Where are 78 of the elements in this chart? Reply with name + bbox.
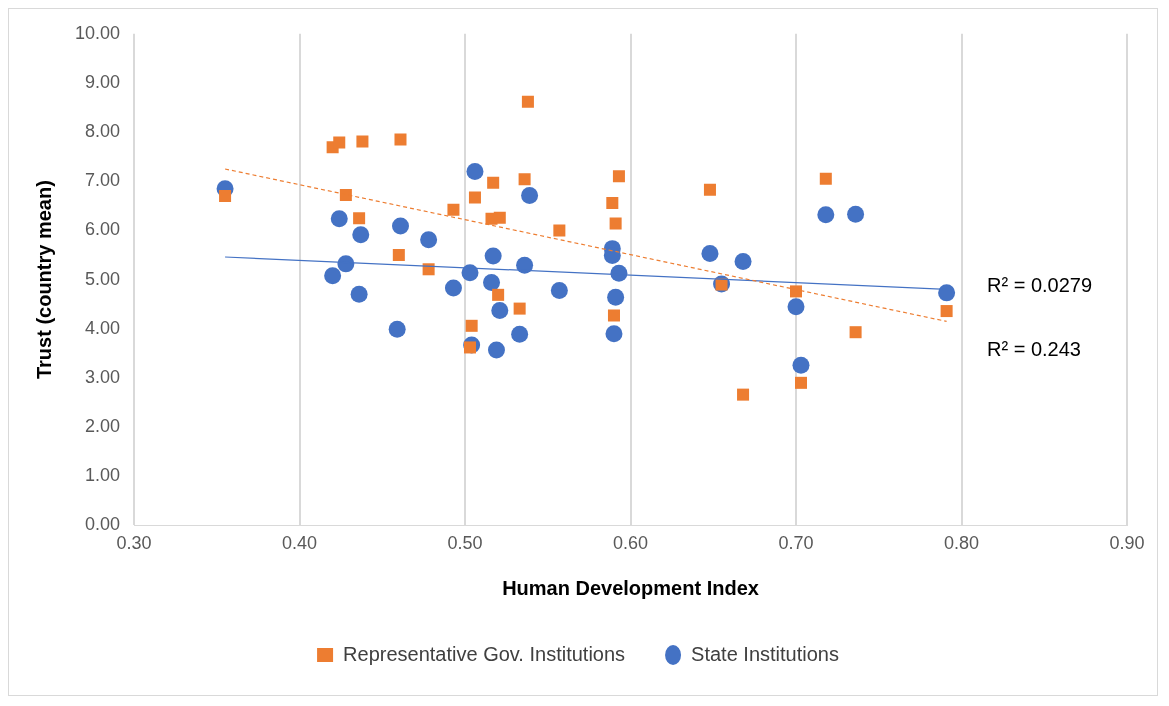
point — [606, 196, 619, 209]
x-tick-label: 0.90 — [1109, 533, 1145, 554]
point — [350, 285, 368, 303]
y-tick-label: 10.00 — [75, 22, 121, 43]
legend-label: State Institutions — [691, 642, 839, 665]
point — [466, 162, 484, 180]
point — [609, 217, 622, 230]
point — [491, 302, 509, 320]
point — [518, 173, 531, 186]
y-tick-label: 9.00 — [85, 71, 121, 92]
point — [353, 212, 366, 225]
point — [938, 284, 956, 302]
point — [392, 249, 405, 262]
y-tick-label: 0.00 — [85, 514, 121, 535]
x-tick-label: 0.60 — [613, 533, 649, 554]
y-tick-label: 6.00 — [85, 219, 121, 240]
point — [465, 319, 478, 332]
y-tick-label: 7.00 — [85, 170, 121, 191]
y-tick-label: 4.00 — [85, 317, 121, 338]
point — [734, 252, 752, 270]
point — [817, 206, 835, 224]
point — [794, 376, 807, 389]
point — [420, 231, 438, 249]
point — [330, 210, 348, 228]
x-tick-label: 0.80 — [943, 533, 980, 554]
point — [847, 205, 865, 223]
point — [356, 135, 369, 148]
point — [484, 247, 502, 265]
point — [819, 172, 832, 185]
point — [219, 190, 232, 203]
point — [701, 245, 719, 263]
point — [516, 256, 534, 274]
point — [792, 356, 810, 374]
y-tick-label: 5.00 — [85, 268, 121, 289]
point — [492, 288, 505, 301]
point — [388, 320, 406, 338]
point — [352, 226, 370, 244]
point — [849, 326, 862, 339]
x-tick-label: 0.40 — [282, 533, 318, 554]
point — [468, 191, 481, 204]
x-tick-label: 0.70 — [778, 533, 814, 554]
y-tick-label: 8.00 — [85, 121, 121, 142]
point — [487, 176, 500, 189]
point — [391, 217, 409, 235]
point — [787, 298, 805, 316]
point — [493, 211, 506, 224]
point — [447, 203, 460, 216]
point — [521, 187, 539, 205]
point — [605, 325, 623, 343]
point — [483, 274, 501, 292]
x-tick-label: 0.50 — [447, 533, 483, 554]
y-tick-label: 1.00 — [85, 465, 121, 486]
point — [444, 279, 462, 297]
y-tick-label: 2.00 — [85, 416, 121, 437]
point — [324, 267, 342, 285]
point — [339, 189, 352, 202]
annotation: R² = 0.243 — [987, 338, 1081, 361]
point — [521, 95, 534, 108]
annotation: R² = 0.0279 — [987, 274, 1093, 297]
point — [333, 136, 346, 149]
point — [553, 224, 566, 237]
y-tick-label: 3.00 — [85, 366, 121, 387]
point — [703, 183, 716, 196]
point — [737, 388, 750, 401]
point — [511, 325, 529, 343]
point — [487, 341, 505, 359]
y-axis-title: Trust (country mean) — [32, 180, 55, 380]
point — [513, 302, 526, 315]
x-tick-label: 0.30 — [116, 533, 152, 554]
point — [612, 170, 625, 183]
point — [790, 285, 803, 298]
point — [550, 281, 568, 299]
point — [607, 309, 620, 322]
point — [394, 133, 407, 146]
point — [940, 305, 953, 318]
legend-label: Representative Gov. Institutions — [343, 642, 626, 665]
x-axis-title: Human Development Index — [502, 576, 759, 599]
point — [607, 288, 625, 306]
